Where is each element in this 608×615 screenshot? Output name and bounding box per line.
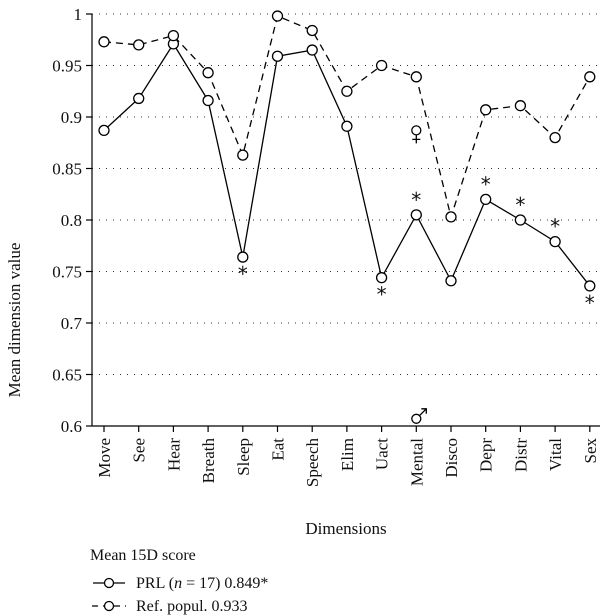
significance-star: * [550,215,560,239]
legend-title: Mean 15D score [90,547,196,564]
x-tick-label: Vital [546,438,565,471]
data-point [445,275,457,287]
data-point [549,131,561,144]
legend-prl-prefix: PRL ( [136,575,174,592]
symbol-circle [411,413,422,424]
legend: Mean 15D score PRL (n = 17) 0.849* Ref. … [90,547,268,615]
x-tick-label: Breath [199,438,218,484]
data-point [584,71,596,83]
y-tick-label: 0.85 [52,160,82,179]
data-point [133,92,145,105]
data-point [341,85,353,97]
y-tick-label: 0.75 [52,263,82,282]
data-point [133,39,145,51]
symbol-circle [411,125,422,136]
x-tick-label: See [130,438,149,463]
data-point [375,59,388,72]
data-point [271,50,284,62]
x-tick-label: Move [95,438,114,478]
data-point [237,149,249,161]
x-tick-label: Distr [511,438,530,472]
data-point [98,124,110,137]
y-tick-label: 1 [74,5,83,24]
data-point [549,235,561,248]
y-tick-label: 0.8 [61,211,82,230]
x-tick-label: Disco [442,438,461,478]
legend-marker-prl [103,577,115,589]
significance-star: * [481,172,491,196]
y-tick-label: 0.7 [61,314,83,333]
y-tick-labels: 0.6 0.65 0.7 0.75 0.8 0.85 0.9 0.95 1 [52,5,92,436]
x-tick-label: Depr [477,438,496,472]
series-lines [98,10,596,292]
grid-lines [92,13,600,375]
x-tick-label: Uact [373,438,392,470]
x-tick-label: Sex [581,438,600,464]
data-point [584,280,596,292]
data-point [271,10,284,22]
legend-prl-rest: = 17) 0.849* [182,575,268,592]
data-point [202,94,214,107]
x-tick-label: Mental [407,438,426,486]
data-point [410,209,422,221]
legend-entry-ref: Ref. popul. 0.933 [92,598,248,615]
data-point [514,100,527,112]
data-point [167,29,180,42]
data-point [306,24,318,37]
series-line [103,42,591,287]
data-point [341,120,353,132]
y-tick-label: 0.6 [61,417,82,436]
x-tick-label: Hear [164,438,183,471]
data-point [306,44,318,56]
significance-star: * [411,188,421,212]
data-point [480,193,492,206]
data-point [375,272,388,284]
data-point [237,251,249,263]
x-tick-label: Speech [303,438,322,488]
significance-star: * [585,291,595,315]
legend-label-ref: Ref. popul. 0.933 [136,598,248,615]
significance-star: * [238,262,248,286]
x-axis-title: Dimensions [305,519,386,538]
female-symbol-icon [411,125,422,144]
legend-prl-n: n [174,575,182,592]
legend-label-prl: PRL (n = 17) 0.849* [136,575,268,592]
male-symbol-icon [411,408,427,424]
data-point [98,36,110,48]
data-point [202,67,214,79]
x-tick-label: Sleep [234,438,253,476]
data-point [514,214,527,226]
annotations: * * * * * * * [238,125,595,424]
x-tick-labels: Move See Hear Breath Sleep Eat Speech Elim Uact M… [95,426,600,487]
y-tick-label: 0.95 [52,57,82,76]
legend-marker-ref [103,600,115,612]
data-point [410,71,422,83]
significance-star: * [515,193,525,217]
y-tick-label: 0.65 [52,366,82,385]
y-tick-label: 0.9 [61,108,82,127]
y-axis-title: Mean dimension value [5,243,24,398]
symbol-stroke [421,408,427,414]
data-point [445,211,457,223]
significance-star: * [377,283,387,307]
legend-entry-prl: PRL (n = 17) 0.849* [93,575,268,592]
data-point [480,104,492,116]
x-tick-label: Eat [269,438,288,461]
symbol-stroke [418,408,427,417]
x-tick-label: Elim [338,438,357,471]
